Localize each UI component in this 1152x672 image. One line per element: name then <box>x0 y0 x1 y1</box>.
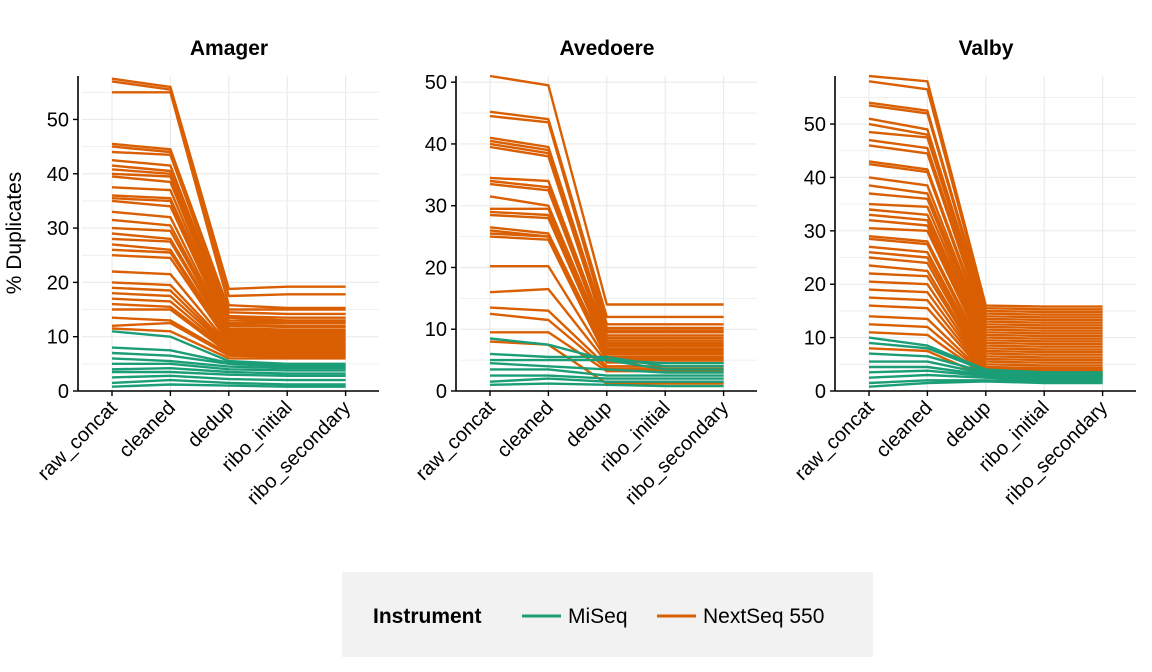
series-line-nextseq <box>489 110 724 319</box>
series-line-miseq <box>489 352 724 368</box>
series-line-miseq <box>868 341 1103 375</box>
series-line-miseq <box>490 374 724 380</box>
y-tick-label: 40 <box>425 134 447 156</box>
y-ticks: 0 10 20 30 40 50 <box>425 72 456 403</box>
y-tick-label: 30 <box>47 218 69 240</box>
series-line-nextseq <box>868 245 1103 364</box>
series-line-miseq <box>490 358 724 371</box>
y-tick-label: 0 <box>58 381 69 403</box>
series-line-miseq <box>112 362 346 372</box>
y-tick-label: 40 <box>47 164 69 186</box>
series-line-nextseq <box>868 235 1103 359</box>
series-line-nextseq <box>868 227 1103 356</box>
panel-title: Valby <box>959 37 1014 60</box>
y-tick-label: 20 <box>425 257 447 279</box>
series-lines <box>868 74 1103 388</box>
y-tick-label: 10 <box>425 319 447 341</box>
y-tick-label: 0 <box>815 381 826 403</box>
series-lines <box>111 77 346 388</box>
series-line-nextseq <box>868 251 1103 367</box>
y-ticks: 0 10 20 30 40 50 <box>804 114 835 403</box>
legend: Instrument MiSeq NextSeq 550 <box>342 572 873 657</box>
series-line-nextseq <box>111 77 346 291</box>
series-line-miseq <box>112 370 346 377</box>
y-ticks: 0 10 20 30 40 50 <box>47 109 78 403</box>
series-line-nextseq <box>489 74 724 306</box>
series-line-miseq <box>111 357 346 370</box>
y-tick-label: 0 <box>436 381 447 403</box>
y-tick-label: 30 <box>425 196 447 218</box>
series-line-nextseq <box>490 331 724 373</box>
series-line-nextseq <box>112 91 346 310</box>
series-line-miseq <box>111 383 346 388</box>
y-tick-label: 20 <box>804 274 826 296</box>
y-tick-label: 30 <box>804 221 826 243</box>
series-line-miseq <box>490 368 724 377</box>
y-tick-label: 10 <box>47 327 69 349</box>
y-axis-label: % Duplicates <box>3 172 26 295</box>
y-tick-label: 10 <box>804 328 826 350</box>
y-tick-label: 50 <box>804 114 826 136</box>
y-tick-label: 20 <box>47 272 69 294</box>
series-line-miseq <box>111 367 346 375</box>
y-tick-label: 50 <box>425 72 447 94</box>
legend-label-miseq: MiSeq <box>568 605 628 628</box>
series-line-miseq <box>868 380 1103 388</box>
series-line-nextseq <box>111 80 346 298</box>
legend-label-nextseq: NextSeq 550 <box>703 605 824 628</box>
y-tick-label: 50 <box>47 109 69 131</box>
series-line-miseq <box>489 382 724 388</box>
series-line-miseq <box>489 362 724 374</box>
legend-title: Instrument <box>373 605 482 628</box>
series-line-miseq <box>111 378 346 386</box>
panel-title: Amager <box>190 37 268 60</box>
series-line-miseq <box>111 351 346 368</box>
y-tick-label: 40 <box>804 167 826 189</box>
series-line-miseq <box>111 374 346 382</box>
series-line-nextseq <box>111 145 346 316</box>
series-line-nextseq <box>868 237 1103 362</box>
series-line-nextseq <box>111 321 346 358</box>
panel-title: Avedoere <box>560 37 655 60</box>
series-line-nextseq <box>111 327 346 360</box>
legend-background <box>342 572 873 657</box>
series-line-miseq <box>489 377 724 383</box>
series-lines <box>489 74 724 388</box>
